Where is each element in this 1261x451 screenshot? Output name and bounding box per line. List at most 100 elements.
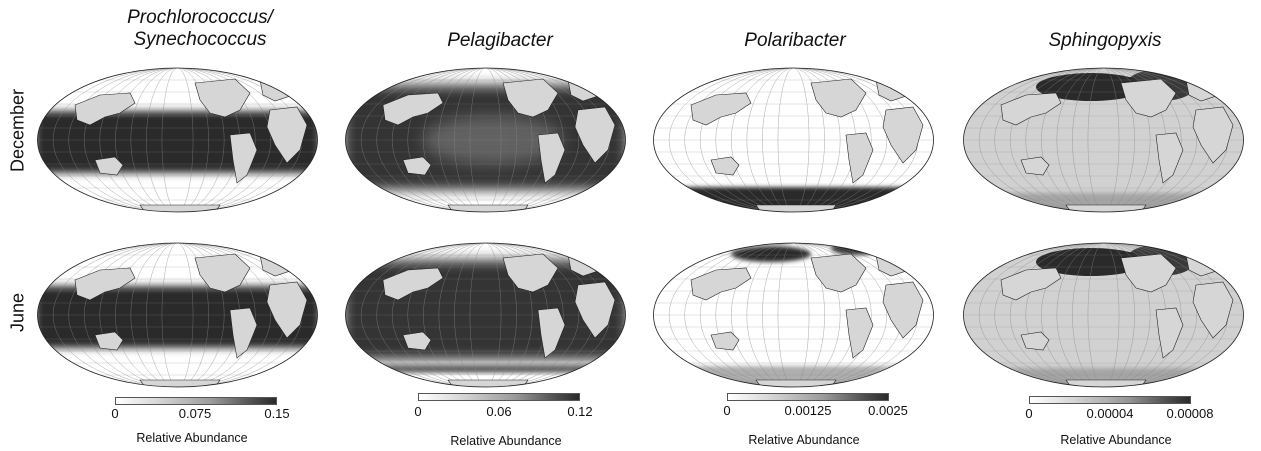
landmass (502, 253, 559, 293)
map-outline (37, 67, 318, 213)
tick-label: 0 (414, 404, 422, 419)
landmass (1155, 132, 1184, 184)
landmass (266, 281, 308, 339)
graticule-line (130, 243, 225, 387)
tick-label: 0.12 (567, 404, 593, 419)
map-prochlorococcus-june (37, 242, 318, 388)
landmass (710, 156, 740, 176)
tick-label: 0.0025 (868, 403, 908, 418)
graticule-line (454, 243, 517, 387)
tick-label: 0.15 (264, 406, 290, 421)
graticule-line (715, 68, 872, 212)
graticule-line (99, 243, 256, 387)
graticule-line (1072, 68, 1135, 212)
tick-label: 0 (111, 406, 119, 421)
landmass (94, 156, 124, 176)
landmass (229, 307, 258, 359)
landmass (74, 267, 136, 301)
colorbar-label: Relative Abundance (136, 431, 248, 445)
colorbar-pelagibacter (418, 393, 580, 401)
landmass (94, 331, 124, 351)
graticule-line (469, 68, 502, 212)
landmass (1120, 253, 1177, 293)
landmass (690, 267, 752, 301)
landmass (882, 281, 924, 339)
colorbar-sphingopyxis (1029, 396, 1191, 404)
landmass (402, 331, 432, 351)
graticule-line (407, 68, 564, 212)
graticule-line (130, 68, 225, 212)
tick-label: 0.06 (486, 404, 512, 419)
graticule-line (777, 243, 810, 387)
landmass (1000, 92, 1062, 126)
landmass (537, 132, 566, 184)
landmass (810, 253, 867, 293)
landmass (1192, 281, 1234, 339)
map-prochlorococcus-december (37, 67, 318, 213)
graticule-line (438, 68, 533, 212)
colorbar-label: Relative Abundance (748, 433, 860, 447)
graticule-line (762, 68, 825, 212)
column-title-polaribacter: Polaribacter (705, 30, 885, 52)
graticule-line (1025, 243, 1182, 387)
graticule-line (746, 243, 841, 387)
map-outline (345, 242, 626, 388)
tick-label: 0 (723, 403, 731, 418)
landmass (402, 156, 432, 176)
map-polaribacter-december (653, 67, 934, 213)
landmass (1192, 106, 1234, 164)
column-title-line1: Sphingopyxis (1048, 30, 1162, 51)
row-label-december: December (7, 88, 28, 173)
graticule-line (469, 243, 502, 387)
graticule-line (407, 243, 564, 387)
graticule-line (1087, 243, 1120, 387)
graticule-line (1025, 68, 1182, 212)
map-sphingopyxis-december (963, 67, 1244, 213)
graticule-line (146, 68, 209, 212)
map-polaribacter-june (653, 242, 934, 388)
landmass (1020, 156, 1050, 176)
tick-label: 0.075 (178, 406, 212, 421)
colorbar-polaribacter (727, 393, 889, 401)
tick-label: 0.00004 (1086, 406, 1134, 421)
graticule-line (1056, 68, 1151, 212)
map-outline (345, 67, 626, 213)
abundance-region (345, 365, 626, 373)
column-title-line2: Synechococcus (133, 29, 267, 50)
graticule-line (99, 68, 256, 212)
map-sphingopyxis-june (963, 242, 1244, 388)
abundance-region (731, 246, 811, 262)
graticule-line (1009, 243, 1198, 387)
map-pelagibacter-june (345, 242, 626, 388)
graticule-line (161, 243, 194, 387)
graticule-line (161, 68, 194, 212)
column-title-prochlorococcus: Prochlorococcus/ Synechococcus (95, 7, 305, 51)
graticule-line (83, 243, 272, 387)
landmass (266, 106, 308, 164)
landmass (1000, 267, 1062, 301)
graticule-line (1072, 243, 1135, 387)
map-outline (963, 67, 1244, 213)
map-pelagibacter-december (345, 67, 626, 213)
landmass (845, 132, 874, 184)
landmass (229, 132, 258, 184)
graticule-line (1056, 243, 1151, 387)
landmass (74, 92, 136, 126)
graticule-line (1009, 68, 1198, 212)
colorbar-label: Relative Abundance (450, 434, 562, 448)
landmass (845, 307, 874, 359)
graticule-line (777, 68, 810, 212)
graticule-line (454, 68, 517, 212)
graticule-line (1087, 68, 1120, 212)
graticule-line (699, 243, 888, 387)
landmass (882, 106, 924, 164)
graticule-line (715, 243, 872, 387)
abundance-region (831, 243, 881, 255)
tick-label: 0 (1025, 406, 1033, 421)
graticule-line (146, 243, 209, 387)
graticule-line (746, 68, 841, 212)
landmass (194, 78, 251, 118)
column-title-line1: Prochlorococcus/ (127, 7, 273, 28)
map-outline (653, 67, 934, 213)
tick-label: 0.00008 (1166, 406, 1214, 421)
